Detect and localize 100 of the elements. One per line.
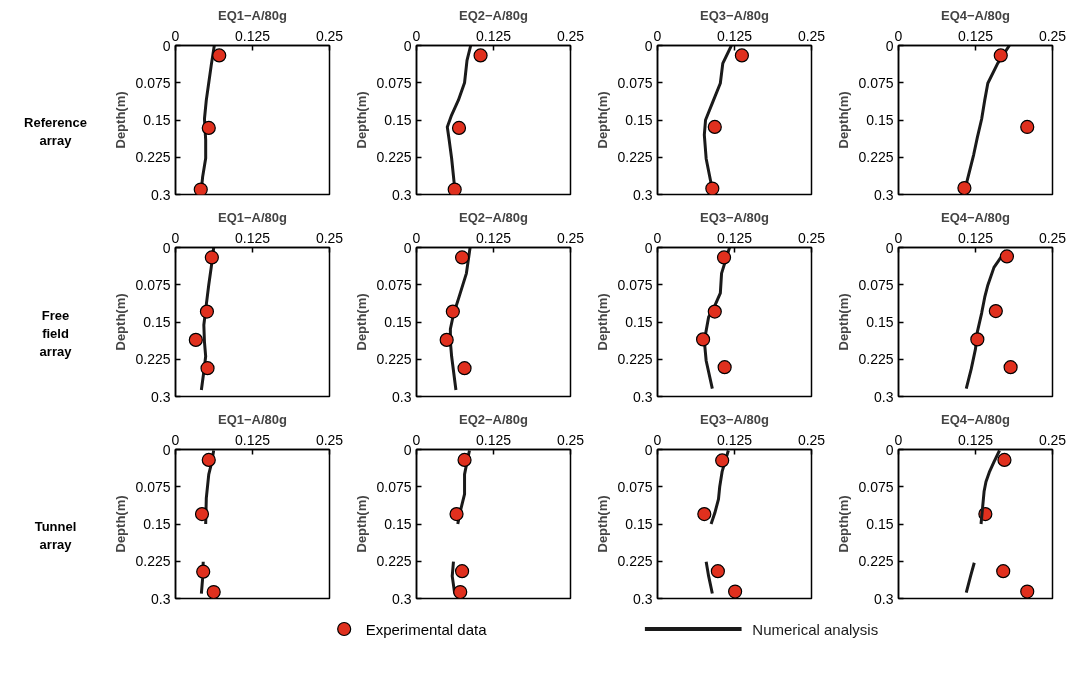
- y-tick-label: 0.075: [135, 74, 171, 91]
- chart-title: EQ3−A/80g: [700, 7, 770, 23]
- y-tick-label: 0.075: [376, 478, 412, 495]
- x-tick-label: 0.125: [234, 431, 271, 448]
- x-tick-label: 0.125: [957, 431, 994, 448]
- y-axis-title: Depth(m): [354, 495, 370, 553]
- y-axis-title: Depth(m): [836, 91, 852, 149]
- y-tick-label: 0.075: [858, 276, 894, 293]
- point: [193, 182, 208, 195]
- point: [705, 181, 720, 195]
- x-tick-label: 0.125: [716, 27, 753, 44]
- y-tick-label: 0.3: [151, 186, 171, 203]
- point: [188, 332, 203, 347]
- point: [453, 584, 468, 599]
- chart-title: EQ3−A/80g: [700, 411, 770, 427]
- chart-title: EQ2−A/80g: [459, 7, 529, 23]
- y-axis-title: Depth(m): [595, 91, 611, 149]
- point: [697, 506, 712, 522]
- x-tick-label: 0.25: [797, 27, 826, 44]
- y-tick-label: 0.15: [384, 112, 412, 128]
- point: [200, 361, 215, 376]
- y-tick-label: 0.225: [135, 553, 171, 570]
- y-tick-label: 0.3: [633, 590, 653, 607]
- y-tick-label: 0.3: [392, 590, 412, 607]
- y-axis-title: Depth(m): [595, 293, 611, 351]
- y-axis-title: Depth(m): [354, 293, 370, 351]
- y-tick-label: 0.15: [866, 314, 894, 330]
- x-tick-label: 0.25: [315, 229, 344, 246]
- y-tick-label: 0.3: [392, 186, 412, 203]
- y-tick-label: 0.225: [376, 149, 412, 166]
- y-tick-label: 0.075: [135, 478, 171, 495]
- y-tick-label: 0.15: [625, 112, 653, 128]
- point: [999, 249, 1015, 264]
- point: [707, 119, 722, 135]
- x-tick-label: 0.25: [556, 229, 585, 246]
- y-axis-title: Depth(m): [836, 495, 852, 553]
- x-tick-label: 0.125: [234, 229, 271, 246]
- point: [201, 120, 216, 136]
- y-tick-label: 0.15: [866, 516, 894, 532]
- y-tick-label: 0.3: [151, 388, 171, 405]
- y-axis-title: Depth(m): [113, 293, 129, 351]
- point: [199, 304, 215, 319]
- x-tick-label: 0.25: [1038, 431, 1067, 448]
- x-tick-label: 0.125: [957, 27, 994, 44]
- point: [997, 452, 1012, 468]
- y-tick-label: 0.225: [617, 553, 653, 570]
- y-tick-label: 0.075: [858, 478, 894, 495]
- x-tick-label: 0.25: [315, 27, 344, 44]
- point: [1020, 119, 1035, 135]
- y-tick-label: 0.15: [143, 516, 171, 532]
- legend-label: Experimental data: [365, 620, 488, 638]
- text: Numerical analysis: [752, 620, 879, 638]
- x-tick-label: 0.25: [556, 27, 585, 44]
- x-tick-label: 0.25: [797, 431, 826, 448]
- x-tick-label: 0.125: [475, 229, 512, 246]
- point: [201, 452, 216, 468]
- point: [1020, 584, 1035, 599]
- y-tick-label: 0.075: [617, 74, 653, 91]
- x-tick-label: 0.25: [797, 229, 826, 246]
- y-tick-label: 0.15: [384, 314, 412, 330]
- y-tick-label: 0.3: [633, 186, 653, 203]
- y-tick-label: 0.075: [376, 276, 412, 293]
- x-tick-label: 0.25: [1038, 229, 1067, 246]
- point: [715, 453, 730, 468]
- y-tick-label: 0.3: [633, 388, 653, 405]
- point: [457, 452, 472, 468]
- point: [451, 120, 467, 136]
- y-tick-label: 0.075: [617, 478, 653, 495]
- point: [988, 303, 1003, 319]
- point: [194, 506, 210, 522]
- y-tick-label: 0.225: [617, 351, 653, 368]
- text: Reference array: [24, 115, 87, 149]
- point: [707, 304, 722, 319]
- point: [439, 332, 454, 347]
- x-tick-label: 0.125: [716, 229, 753, 246]
- point: [447, 182, 462, 195]
- chart-title: EQ1−A/80g: [218, 7, 288, 23]
- y-tick-label: 0.15: [625, 516, 653, 532]
- y-tick-label: 0.15: [866, 112, 894, 128]
- y-tick-label: 0.3: [151, 590, 171, 607]
- y-tick-label: 0.225: [376, 351, 412, 368]
- x-tick-label: 0.125: [475, 431, 512, 448]
- chart-title: EQ1−A/80g: [218, 411, 288, 427]
- point: [204, 250, 219, 265]
- chart-title: EQ2−A/80g: [459, 411, 529, 427]
- y-axis-title: Depth(m): [113, 91, 129, 149]
- y-axis-title: Depth(m): [836, 293, 852, 351]
- y-tick-label: 0.225: [858, 351, 894, 368]
- x-tick-label: 0.25: [315, 431, 344, 448]
- point: [196, 564, 211, 579]
- point: [716, 250, 732, 265]
- y-axis-title: Depth(m): [354, 91, 370, 149]
- chart-title: EQ4−A/80g: [941, 411, 1011, 427]
- y-axis-title: Depth(m): [113, 495, 129, 553]
- point: [695, 332, 711, 347]
- chart-title: EQ4−A/80g: [941, 209, 1011, 225]
- y-tick-label: 0.225: [617, 149, 653, 166]
- point: [728, 584, 743, 599]
- y-tick-label: 0.225: [858, 149, 894, 166]
- y-tick-label: 0.225: [135, 351, 171, 368]
